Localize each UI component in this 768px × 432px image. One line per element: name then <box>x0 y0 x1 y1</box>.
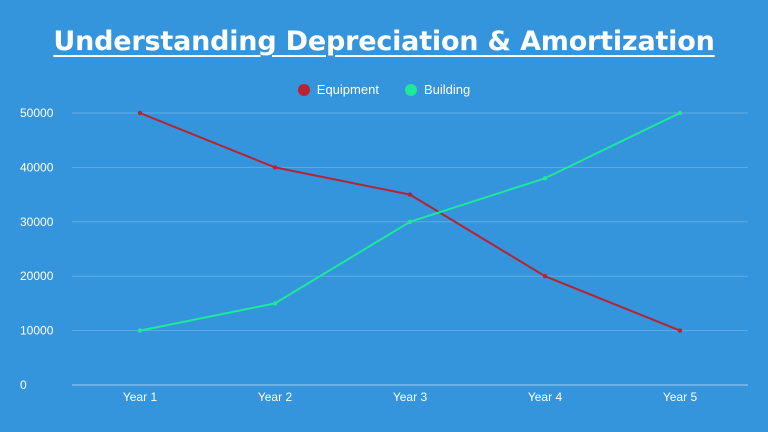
data-point-building <box>272 301 278 306</box>
x-tick-label: Year 1 <box>123 390 158 404</box>
legend: Equipment Building <box>0 82 768 97</box>
legend-label-building: Building <box>423 82 471 97</box>
legend-marker-equipment <box>297 83 310 96</box>
y-tick-label: 0 <box>20 378 27 392</box>
data-point-equipment <box>407 192 413 197</box>
data-point-equipment <box>137 110 143 116</box>
y-axis: 0 10000 20000 30000 40000 50000 <box>20 106 54 392</box>
y-tick-label: 10000 <box>20 324 54 338</box>
data-point-equipment <box>542 274 548 279</box>
x-tick-label: Year 3 <box>393 390 428 404</box>
legend-item-building: Building <box>404 82 471 97</box>
data-point-building <box>677 110 683 116</box>
grid <box>72 112 748 386</box>
y-tick-label: 30000 <box>20 215 54 229</box>
data-point-equipment <box>272 165 278 170</box>
data-point-building <box>407 219 413 224</box>
x-tick-label: Year 5 <box>663 390 698 404</box>
legend-item-equipment: Equipment <box>297 82 379 97</box>
y-tick-label: 40000 <box>20 160 54 174</box>
data-point-building <box>137 328 143 333</box>
x-tick-label: Year 4 <box>528 390 563 404</box>
x-tick-label: Year 2 <box>258 390 293 404</box>
y-tick-label: 20000 <box>20 269 54 283</box>
legend-label-equipment: Equipment <box>316 82 379 97</box>
x-axis: Year 1 Year 2 Year 3 Year 4 Year 5 <box>123 390 698 404</box>
data-point-equipment <box>677 328 683 333</box>
data-point-building <box>542 176 548 181</box>
y-tick-label: 50000 <box>20 106 54 120</box>
legend-marker-building <box>404 83 417 96</box>
series-group <box>137 110 683 333</box>
chart-title: Understanding Depreciation & Amortizatio… <box>53 26 715 57</box>
